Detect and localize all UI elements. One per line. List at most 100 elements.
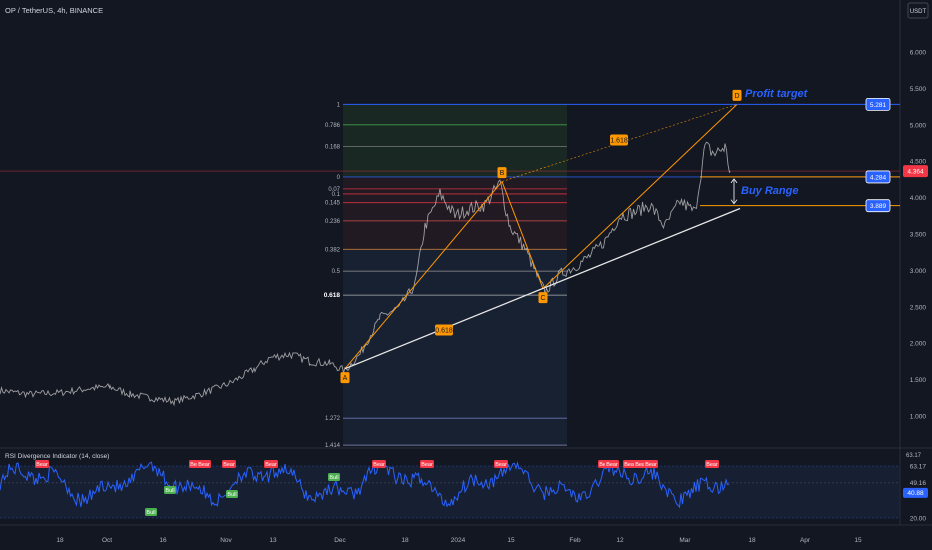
price-tick-label: 5.500 bbox=[910, 86, 927, 93]
bull-signal[interactable] bbox=[226, 490, 238, 498]
bear-signal[interactable] bbox=[644, 460, 658, 468]
bear-signal-label: Bear bbox=[495, 462, 507, 468]
fib-level-label: 0.618 bbox=[324, 292, 341, 299]
currency-button[interactable] bbox=[907, 2, 929, 19]
bull-signal[interactable] bbox=[328, 473, 340, 481]
time-tick-label: Apr bbox=[800, 537, 811, 544]
fib-level-label: 0.236 bbox=[325, 219, 341, 225]
price-label-badge[interactable] bbox=[865, 199, 891, 213]
time-tick-label: 18 bbox=[401, 537, 409, 544]
time-tick-label: 15 bbox=[507, 537, 515, 544]
price-label-badge[interactable] bbox=[865, 97, 891, 111]
ratio-ab-pill-label: 0.618 bbox=[435, 328, 453, 335]
price-tick-label: 5.000 bbox=[910, 122, 927, 129]
price-tick-label: 6.000 bbox=[910, 50, 927, 57]
price-label-badge[interactable] bbox=[865, 170, 891, 184]
time-tick-label: 18 bbox=[748, 537, 756, 544]
bear-signal[interactable] bbox=[197, 460, 211, 468]
time-tick-label: 13 bbox=[269, 537, 277, 544]
fib-level-label: 1.414 bbox=[325, 443, 341, 449]
bull-signal-label: Bull bbox=[165, 488, 174, 494]
bull-signal-label: Bull bbox=[146, 510, 155, 516]
rsi-value-badge[interactable] bbox=[903, 487, 928, 498]
time-tick-label: Nov bbox=[220, 537, 232, 544]
bear-signal[interactable] bbox=[605, 460, 619, 468]
support-trendline[interactable] bbox=[344, 207, 741, 370]
bear-signal-label: Bear bbox=[624, 462, 636, 468]
pattern-point-label: A bbox=[343, 375, 348, 382]
bear-signal-label: Bear bbox=[635, 462, 647, 468]
fib-levels[interactable]: 1 0.786 0.168 0 0.070.1 0.145 0.236 0.382 0.5 0.6… bbox=[0, 102, 900, 449]
fib-level-label: 0.168 bbox=[325, 145, 341, 151]
price-label-text: 4.284 bbox=[870, 174, 887, 181]
time-tick-label: 12 bbox=[616, 537, 624, 544]
pattern-leg-cd[interactable] bbox=[542, 103, 738, 289]
ratio-ab-pill[interactable] bbox=[435, 324, 453, 336]
pattern-point-label: D bbox=[734, 93, 739, 100]
fib-level-label: 0.5 bbox=[332, 269, 341, 275]
pattern-point-d[interactable] bbox=[732, 89, 742, 101]
bear-signal-label: Bear bbox=[190, 462, 202, 468]
bear-signal[interactable] bbox=[420, 460, 434, 468]
bear-signal[interactable] bbox=[372, 460, 386, 468]
price-tick-label: 2.000 bbox=[910, 341, 927, 348]
symbol-title[interactable]: OP / TetherUS, 4h, BINANCE bbox=[5, 6, 103, 15]
price-tick-label: 1.000 bbox=[910, 414, 927, 421]
current-price-badge[interactable] bbox=[903, 165, 928, 178]
currency-label: USDT bbox=[910, 9, 927, 15]
bear-signal-label: Bear bbox=[223, 462, 235, 468]
fib-retracement-zone[interactable] bbox=[343, 104, 567, 446]
time-tick-label: 2024 bbox=[451, 537, 466, 544]
rsi-scale-label: 20.00 bbox=[910, 515, 927, 522]
time-tick-label: Dec bbox=[334, 537, 346, 544]
bull-signal[interactable] bbox=[164, 486, 176, 494]
fib-level-label: 0.145 bbox=[325, 201, 341, 207]
bear-signal-label: Bear bbox=[421, 462, 433, 468]
time-scale[interactable]: 18 Oct 16 Nov 13 Dec 18 2024 15 Feb 12 Mar 18 Apr 15 bbox=[56, 537, 862, 544]
buy-range-arrow-head-up bbox=[730, 178, 738, 184]
bull-signal[interactable] bbox=[145, 508, 157, 516]
fib-zone-lower bbox=[343, 249, 567, 446]
fib-level-label: 0.07 bbox=[328, 187, 340, 193]
bear-signal[interactable] bbox=[264, 460, 278, 468]
bear-signal-label: Bear bbox=[36, 462, 48, 468]
bear-signal-label: Bear bbox=[706, 462, 718, 468]
time-tick-label: Feb bbox=[569, 537, 581, 544]
pattern-leg-bc[interactable] bbox=[501, 181, 544, 289]
price-scale[interactable]: 6.000 5.500 5.000 4.500 4.000 3.500 3.000 2.500… bbox=[865, 50, 928, 421]
pattern-leg-ab[interactable] bbox=[344, 181, 503, 370]
time-tick-label: Mar bbox=[679, 537, 691, 544]
rsi-top-label: 63.17 bbox=[906, 453, 922, 459]
fib-level-label: 0 bbox=[337, 175, 341, 181]
bear-signal-label: Bear bbox=[645, 462, 657, 468]
time-tick-label: Oct bbox=[102, 537, 112, 544]
bear-signal[interactable] bbox=[222, 460, 236, 468]
bear-signal-label: Bear bbox=[606, 462, 618, 468]
bear-signal[interactable] bbox=[623, 460, 637, 468]
price-tick-label: 4.000 bbox=[910, 195, 927, 202]
pattern-point-a[interactable] bbox=[340, 372, 350, 384]
annotations[interactable]: Profit target Buy Range bbox=[730, 88, 809, 205]
buy-range-text[interactable]: Buy Range bbox=[741, 185, 798, 197]
profit-target-text[interactable]: Profit target bbox=[745, 88, 809, 100]
price-tick-label: 3.000 bbox=[910, 268, 927, 275]
pattern-point-label: B bbox=[500, 170, 505, 177]
pattern-point-b[interactable] bbox=[497, 167, 507, 179]
pattern-point-c[interactable] bbox=[538, 292, 548, 304]
ratio-bd-pill-label: 1.618 bbox=[610, 138, 628, 145]
price-series bbox=[0, 141, 731, 407]
rsi-title[interactable]: RSI Divergence Indicator (14, close) bbox=[5, 453, 109, 460]
price-tick-label: 2.500 bbox=[910, 304, 927, 311]
harmonic-pattern[interactable]: A B C D 0.618 1.618 bbox=[340, 89, 901, 384]
ratio-bd-pill[interactable] bbox=[610, 134, 628, 146]
bear-signal[interactable] bbox=[35, 460, 49, 468]
pattern-ratio-bd[interactable] bbox=[501, 104, 738, 182]
fib-level-label: 0.1 bbox=[332, 192, 341, 198]
fib-level-label: 1 bbox=[337, 102, 341, 108]
price-tick-label: 1.500 bbox=[910, 377, 927, 384]
bear-signal[interactable] bbox=[494, 460, 508, 468]
bear-signal[interactable] bbox=[705, 460, 719, 468]
